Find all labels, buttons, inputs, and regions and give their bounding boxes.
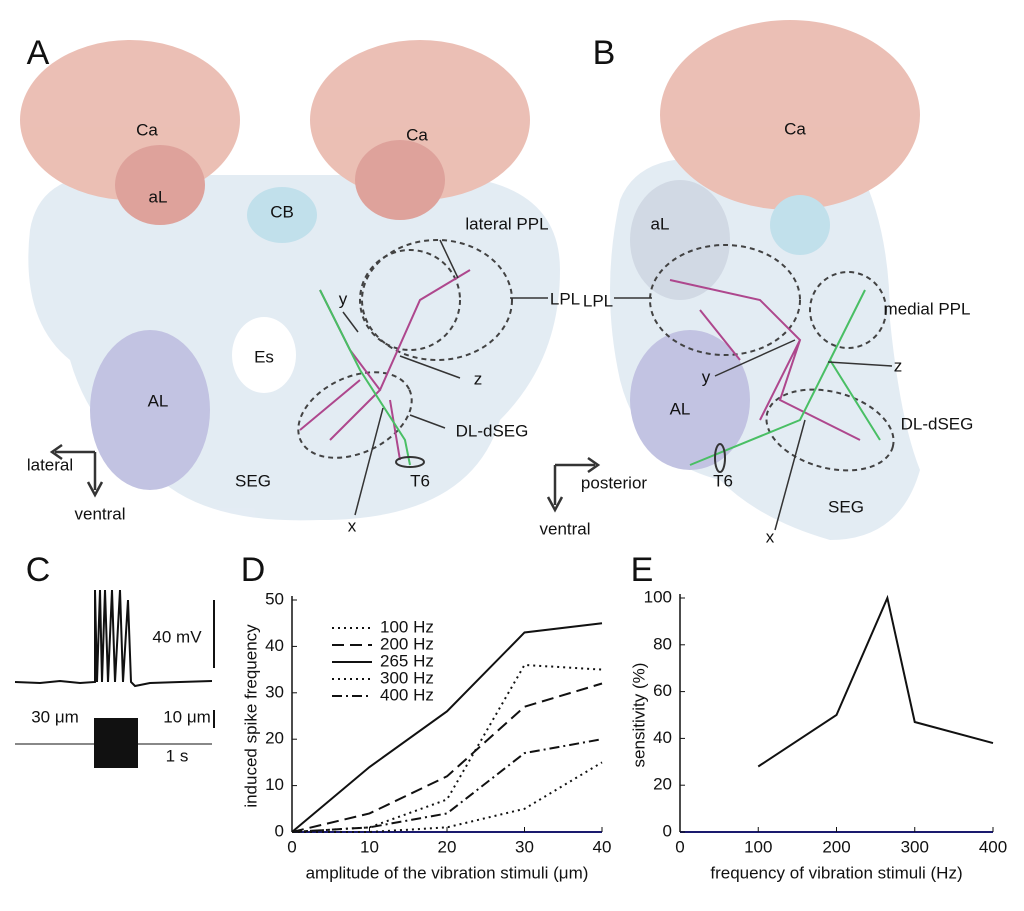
region-label: medial PPL: [884, 299, 971, 318]
panel-letter: E: [631, 551, 654, 589]
legend-label: 265 Hz: [380, 651, 434, 670]
region-label: ventral: [539, 519, 590, 538]
brain-b: [546, 20, 920, 540]
series-line: [291, 622, 603, 833]
x-tick-label: 0: [675, 837, 684, 856]
region-label: T6: [410, 471, 430, 490]
region-label: lateral: [27, 455, 73, 474]
panel-letter: B: [593, 34, 616, 72]
region-label: Ca: [136, 120, 158, 139]
region-label: SEG: [235, 471, 271, 490]
region-label: aL: [651, 214, 670, 233]
region-label: Es: [254, 347, 274, 366]
series-line: [757, 594, 994, 768]
y-tick-label: 100: [644, 587, 672, 606]
x-tick-label: 20: [438, 837, 457, 856]
y-axis-label: induced spike frequency: [241, 624, 260, 808]
region-label: y: [702, 367, 711, 386]
region-label: AL: [148, 391, 169, 410]
panel-letter: A: [27, 34, 50, 72]
region-label: aL: [149, 187, 168, 206]
region-label: LPL: [583, 291, 613, 310]
region-label: ventral: [74, 504, 125, 523]
legend-label: 100 Hz: [380, 617, 434, 636]
legend-label: 300 Hz: [380, 668, 434, 687]
y-tick-label: 30: [265, 682, 284, 701]
traces-c: [14, 589, 215, 768]
panel-letter: C: [26, 551, 51, 589]
y-tick-label: 20: [265, 729, 284, 748]
x-axis-label: frequency of vibration stimuli (Hz): [710, 863, 962, 882]
y-tick-label: 10: [265, 775, 284, 794]
series-line: [291, 738, 603, 833]
region-label: 1 s: [166, 746, 189, 765]
region-label: SEG: [828, 497, 864, 516]
x-tick-label: 30: [515, 837, 534, 856]
y-tick-label: 0: [663, 821, 672, 840]
y-tick-label: 0: [275, 821, 284, 840]
legend-label: 400 Hz: [380, 685, 434, 704]
series-line: [291, 682, 603, 833]
x-tick-label: 100: [744, 837, 772, 856]
region-label: x: [348, 516, 357, 535]
region-label: 40 mV: [152, 627, 202, 646]
x-axis-label: amplitude of the vibration stimuli (μm): [306, 863, 589, 882]
region-label: DL-dSEG: [456, 421, 529, 440]
region-label: posterior: [581, 473, 647, 492]
region-label: LPL: [550, 289, 580, 308]
x-tick-label: 400: [979, 837, 1007, 856]
legend-label: 200 Hz: [380, 634, 434, 653]
region-label: x: [766, 527, 775, 546]
region-label: z: [474, 369, 483, 388]
series-line: [292, 761, 603, 833]
panel-letter: D: [241, 551, 266, 589]
y-tick-label: 60: [653, 681, 672, 700]
region-label: Ca: [784, 119, 806, 138]
x-tick-label: 300: [901, 837, 929, 856]
region-label: 10 μm: [163, 707, 211, 726]
region-label: AL: [670, 399, 691, 418]
y-tick-label: 80: [653, 634, 672, 653]
region-label: DL-dSEG: [901, 414, 974, 433]
y-tick-label: 40: [265, 636, 284, 655]
region-label: lateral PPL: [465, 214, 548, 233]
x-tick-label: 200: [822, 837, 850, 856]
y-axis-label: sensitivity (%): [629, 663, 648, 768]
brain-a: [20, 40, 561, 521]
region-label: CB: [270, 202, 294, 221]
region-label: 30 μm: [31, 707, 79, 726]
x-tick-label: 40: [593, 837, 612, 856]
y-tick-label: 40: [653, 728, 672, 747]
y-tick-label: 50: [265, 589, 284, 608]
region-label: y: [339, 289, 348, 308]
x-tick-label: 0: [287, 837, 296, 856]
region-label: z: [894, 356, 903, 375]
x-tick-label: 10: [360, 837, 379, 856]
y-tick-label: 20: [653, 775, 672, 794]
region-label: Ca: [406, 125, 428, 144]
region-label: T6: [713, 471, 733, 490]
